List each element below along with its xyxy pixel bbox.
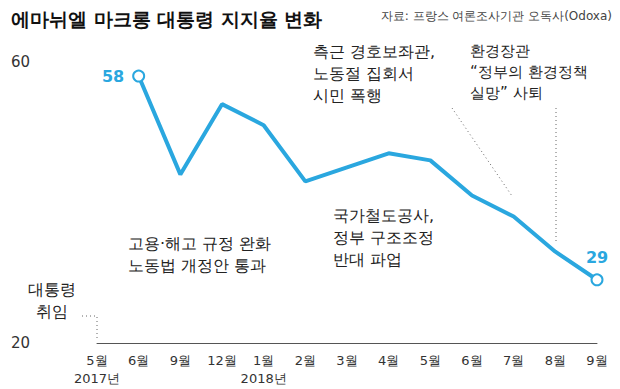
svg-text:6월: 6월: [461, 353, 482, 368]
svg-text:60: 60: [11, 53, 30, 71]
svg-text:1월: 1월: [253, 353, 274, 368]
svg-text:실망” 사퇴: 실망” 사퇴: [470, 84, 543, 102]
svg-text:“정부의 환경정책: “정부의 환경정책: [470, 63, 588, 81]
svg-text:29: 29: [586, 248, 608, 267]
svg-text:9월: 9월: [170, 353, 191, 368]
svg-text:12월: 12월: [207, 353, 237, 368]
svg-text:5월: 5월: [86, 353, 107, 368]
svg-text:고용·해고 규정 완화: 고용·해고 규정 완화: [128, 234, 271, 253]
svg-text:2017년: 2017년: [74, 371, 120, 386]
svg-text:8월: 8월: [545, 353, 566, 368]
svg-text:반대 파업: 반대 파업: [333, 250, 402, 269]
svg-text:취임: 취임: [36, 302, 68, 321]
svg-text:시민 폭행: 시민 폭행: [313, 86, 382, 105]
svg-text:5월: 5월: [420, 353, 441, 368]
svg-text:정부 구조조정: 정부 구조조정: [333, 228, 434, 247]
svg-text:58: 58: [102, 67, 124, 86]
svg-text:노동절 집회서: 노동절 집회서: [313, 64, 414, 83]
svg-text:노동법 개정안 통과: 노동법 개정안 통과: [128, 256, 266, 275]
svg-text:2월: 2월: [295, 353, 316, 368]
svg-text:에마뉘엘 마크롱 대통령 지지율 변화: 에마뉘엘 마크롱 대통령 지지율 변화: [11, 8, 322, 30]
svg-text:4월: 4월: [378, 353, 399, 368]
svg-text:9월: 9월: [586, 353, 607, 368]
svg-text:3월: 3월: [336, 353, 357, 368]
svg-text:2018년: 2018년: [241, 371, 287, 386]
svg-text:대통령: 대통령: [28, 280, 76, 299]
svg-text:6월: 6월: [128, 353, 149, 368]
svg-text:국가철도공사,: 국가철도공사,: [333, 206, 434, 225]
svg-text:20: 20: [11, 334, 30, 352]
svg-text:7월: 7월: [503, 353, 524, 368]
svg-text:측근 경호보좌관,: 측근 경호보좌관,: [313, 42, 435, 61]
svg-text:환경장관: 환경장관: [470, 42, 530, 60]
svg-text:자료: 프랑스 여론조사기관 오독사(Odoxa): 자료: 프랑스 여론조사기관 오독사(Odoxa): [381, 9, 612, 23]
